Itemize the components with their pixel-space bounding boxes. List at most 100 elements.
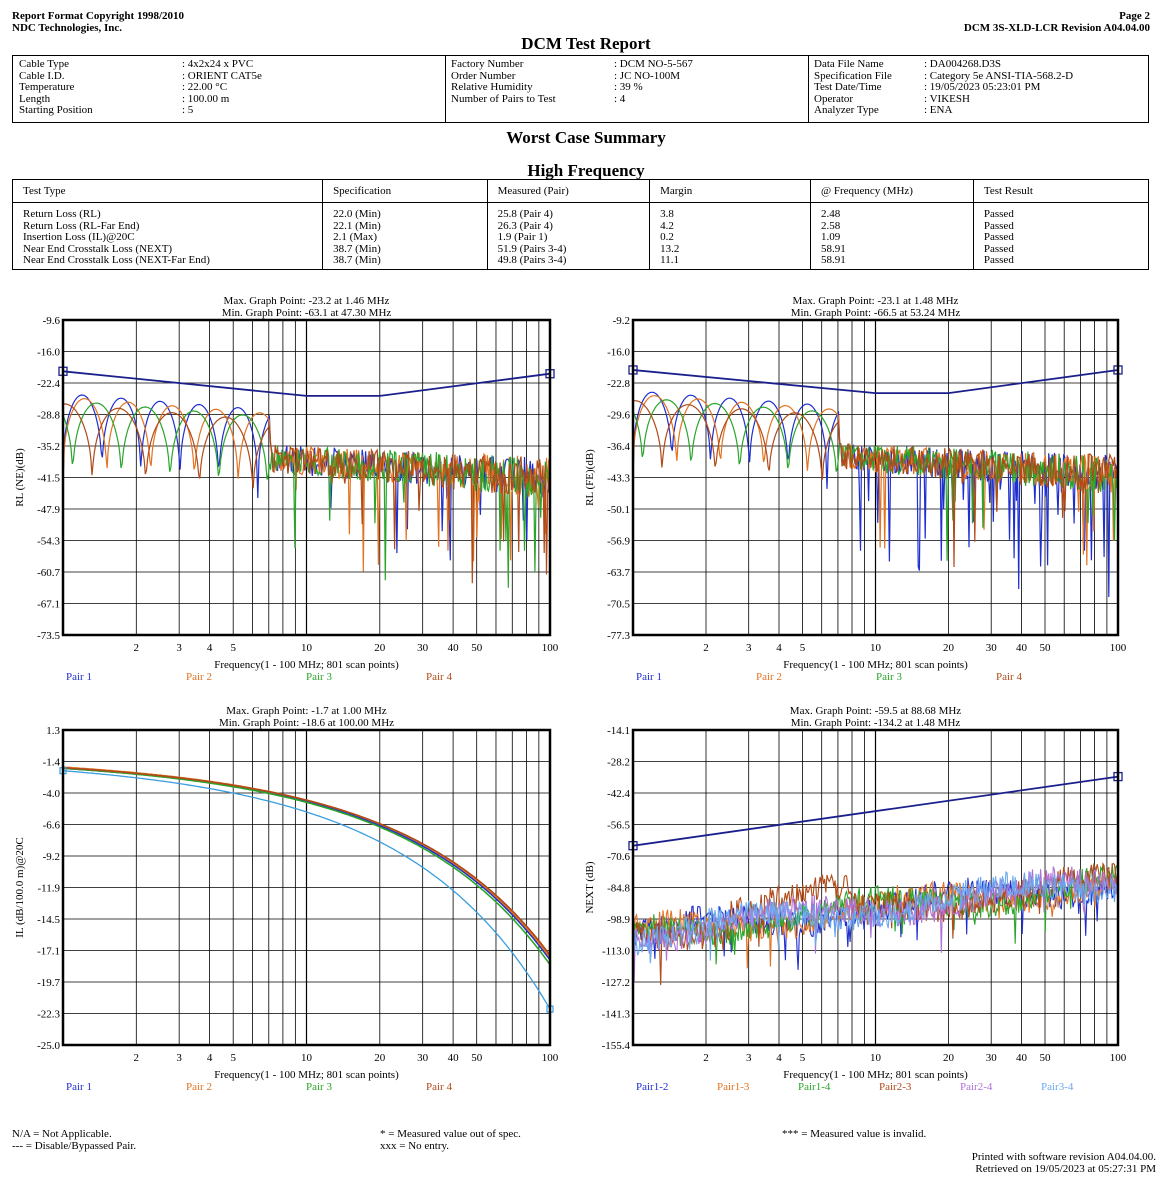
revision-label: DCM 3S-XLD-LCR Revision A04.04.00	[963, 22, 1150, 34]
chart-1	[58, 318, 555, 637]
x-tick-label: 10	[870, 642, 882, 654]
summary-cell: Passed	[972, 232, 1150, 244]
legend-item: Pair 1	[636, 671, 662, 683]
summary-cell: 49.8 (Pairs 3-4)	[486, 255, 651, 270]
summary-header-cell: Test Result	[972, 179, 1150, 203]
spec-limit-line	[62, 370, 551, 397]
legend-item: Pair 2	[186, 671, 212, 683]
info-row: Factory Number: DCM NO-5-567	[451, 58, 693, 71]
x-tick-label: 10	[870, 1052, 882, 1064]
legend-item: Pair 1	[66, 1081, 92, 1093]
table-row: Near End Crosstalk Loss (NEXT) 38.7 (Min)…	[11, 243, 1150, 256]
footer-star: * = Measured value out of spec.	[380, 1128, 521, 1140]
x-tick-label: 40	[1016, 1052, 1028, 1064]
plot-frame	[61, 728, 552, 1047]
legend-item: Pair1-2	[636, 1081, 668, 1093]
chart-max-point: Max. Graph Point: -59.5 at 88.68 MHz	[790, 705, 962, 717]
table-row: Return Loss (RL-Far End) 22.1 (Min) 26.3 (…	[11, 220, 1150, 233]
x-tick-label: 20	[374, 1052, 386, 1064]
info-label: Order Number	[451, 69, 516, 82]
footer-retrieved: Retrieved on 19/05/2023 at 05:27:31 PM	[975, 1163, 1156, 1175]
chart-4	[628, 728, 1123, 1047]
y-tick-label: -28.8	[37, 410, 60, 422]
x-tick-label: 3	[746, 642, 752, 654]
chart-min-point: Min. Graph Point: -134.2 at 1.48 MHz	[791, 717, 961, 729]
y-tick-label: -41.5	[37, 473, 60, 485]
legend-item: Pair1-4	[798, 1081, 831, 1093]
y-tick-label: -70.6	[607, 851, 630, 863]
info-column-order: Factory Number: DCM NO-5-567 Order Number…	[451, 58, 693, 105]
chart-2	[628, 318, 1123, 637]
legend-item: Pair2-4	[960, 1081, 993, 1093]
footer-legend-mid: * = Measured value out of spec. xxx = No…	[380, 1128, 521, 1152]
x-tick-label: 50	[1040, 642, 1052, 654]
x-tick-label: 100	[542, 1052, 559, 1064]
x-tick-label: 5	[230, 642, 236, 654]
legend-item: Pair1-3	[717, 1081, 750, 1093]
info-value: : VIKESH	[924, 92, 970, 105]
y-tick-label: -6.6	[43, 820, 61, 832]
report-title: DCM Test Report	[521, 34, 651, 53]
y-tick-label: -60.7	[37, 567, 60, 579]
info-row: Analyzer Type : ENA	[814, 105, 1073, 117]
y-tick-label: -47.9	[37, 504, 60, 516]
legend-item: Pair 1	[66, 671, 92, 683]
info-value: : DA004268.D3S	[924, 58, 1002, 70]
legend-item: Pair2-3	[879, 1081, 912, 1093]
y-tick-label: -73.5	[37, 630, 60, 642]
y-tick-label: -29.6	[607, 410, 630, 422]
legend-item: Pair3-4	[1041, 1081, 1074, 1093]
x-tick-label: 3	[176, 642, 182, 654]
y-tick-label: -35.2	[37, 441, 60, 453]
info-value: : 5	[182, 104, 194, 117]
table-row: Near End Crosstalk Loss (NEXT-Far End) 38…	[11, 255, 1150, 270]
footer-printed: Printed with software revision A04.04.00…	[971, 1151, 1156, 1163]
y-tick-label: -127.2	[602, 977, 630, 989]
series-pair-4	[62, 766, 551, 956]
legend-item: Pair 2	[186, 1081, 212, 1093]
y-tick-label: -22.8	[607, 378, 630, 390]
x-tick-label: 3	[176, 1052, 182, 1064]
info-divider	[808, 56, 809, 122]
x-tick-label: 30	[986, 1052, 998, 1064]
footer-na: N/A = Not Applicable.	[12, 1128, 112, 1140]
info-row: Relative Humidity: 39 %	[451, 82, 693, 94]
y-tick-label: -70.5	[607, 599, 630, 611]
x-tick-label: 40	[448, 1052, 460, 1064]
series-pair-combo-3	[632, 863, 1119, 965]
chart-3	[59, 728, 554, 1047]
summary-header-cell: Test Type	[11, 179, 324, 203]
y-axis-label: RL (FE)(dB)	[584, 449, 596, 506]
x-tick-label: 5	[800, 1052, 806, 1064]
y-tick-label: -1.4	[43, 757, 61, 769]
spec-limit-line	[632, 369, 1119, 394]
info-label: Specification File	[814, 69, 892, 82]
legend-item: Pair 3	[306, 671, 332, 683]
footer-disabled: --- = Disable/Bypassed Pair.	[12, 1140, 137, 1152]
y-tick-label: -11.9	[37, 883, 60, 895]
chart-min-point: Min. Graph Point: -66.5 at 53.24 MHz	[791, 307, 961, 319]
info-label: Length	[19, 92, 51, 105]
y-tick-label: -17.1	[37, 946, 60, 958]
info-label: Analyzer Type	[814, 104, 879, 117]
info-value: : Category 5e ANSI-TIA-568.2-D	[924, 69, 1074, 82]
y-tick-label: -67.1	[37, 599, 60, 611]
x-tick-label: 4	[776, 642, 782, 654]
y-tick-label: -155.4	[602, 1040, 631, 1052]
info-value: : 22.00 °C	[182, 81, 228, 94]
y-tick-label: -113.0	[602, 946, 631, 958]
x-tick-label: 4	[776, 1052, 782, 1064]
table-row: Return Loss (RL) 22.0 (Min) 25.8 (Pair 4) 3…	[11, 202, 1150, 221]
x-tick-label: 2	[134, 642, 140, 654]
info-row: Order Number: JC NO-100M	[451, 69, 693, 83]
info-column-file: Data File Name: DA004268.D3S Specificatio…	[814, 58, 1074, 117]
legend-item: Pair 4	[426, 671, 452, 683]
info-row: Data File Name: DA004268.D3S	[814, 58, 1073, 71]
summary-cell: Near End Crosstalk Loss (NEXT)	[11, 243, 324, 256]
x-tick-label: 5	[230, 1052, 236, 1064]
info-label: Factory Number	[451, 58, 524, 70]
x-tick-label: 4	[207, 642, 213, 654]
info-value: : ENA	[924, 104, 953, 117]
x-tick-label: 2	[703, 642, 709, 654]
